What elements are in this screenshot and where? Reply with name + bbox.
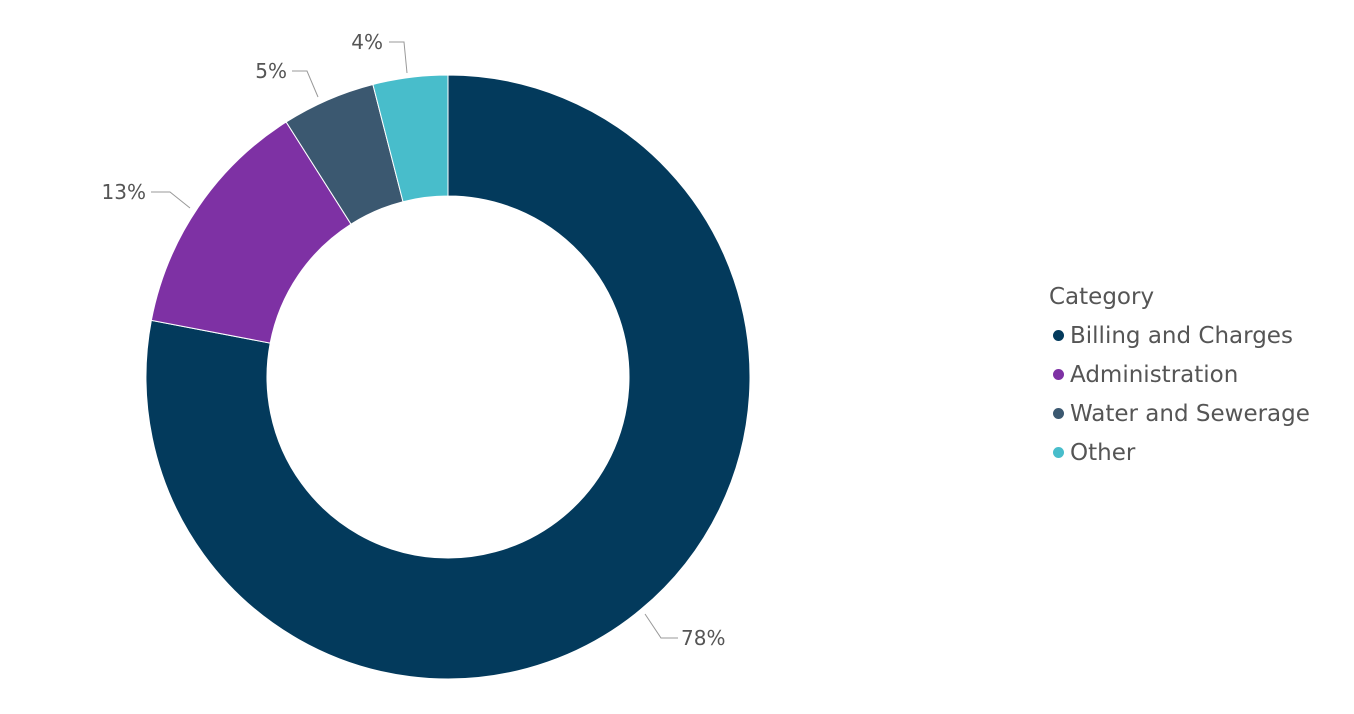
legend-marker-icon bbox=[1053, 447, 1064, 458]
legend-items: Billing and Charges Administration Water a… bbox=[1049, 316, 1310, 472]
legend-item: Administration bbox=[1049, 355, 1310, 394]
leader-line bbox=[292, 70, 319, 98]
leader-line bbox=[644, 613, 678, 639]
legend-marker-icon bbox=[1053, 330, 1064, 341]
slice-other bbox=[372, 74, 449, 203]
slice-value-label: 4% bbox=[351, 30, 383, 54]
legend-label: Other bbox=[1070, 439, 1136, 466]
legend-item: Water and Sewerage bbox=[1049, 394, 1310, 433]
slice-value-label: 13% bbox=[102, 180, 146, 204]
slice-labels: 78% 13% 5% 4% bbox=[102, 30, 726, 650]
leader-line bbox=[151, 191, 191, 209]
legend-marker-icon bbox=[1053, 369, 1064, 380]
donut-slices bbox=[145, 74, 751, 680]
legend-label: Administration bbox=[1070, 361, 1239, 388]
slice-value-label: 5% bbox=[255, 59, 287, 83]
legend-title: Category bbox=[1049, 284, 1155, 310]
legend-item: Billing and Charges bbox=[1049, 316, 1310, 355]
leader-line bbox=[389, 41, 408, 74]
legend: Category Billing and Charges Administrati… bbox=[1049, 284, 1310, 472]
legend-label: Water and Sewerage bbox=[1070, 400, 1310, 427]
legend-item: Other bbox=[1049, 433, 1310, 472]
legend-label: Billing and Charges bbox=[1070, 322, 1293, 349]
slice-value-label: 78% bbox=[681, 626, 725, 650]
legend-marker-icon bbox=[1053, 408, 1064, 419]
slice-billing-and-charges bbox=[145, 74, 751, 680]
donut-chart: 78% 13% 5% 4% bbox=[102, 30, 751, 680]
